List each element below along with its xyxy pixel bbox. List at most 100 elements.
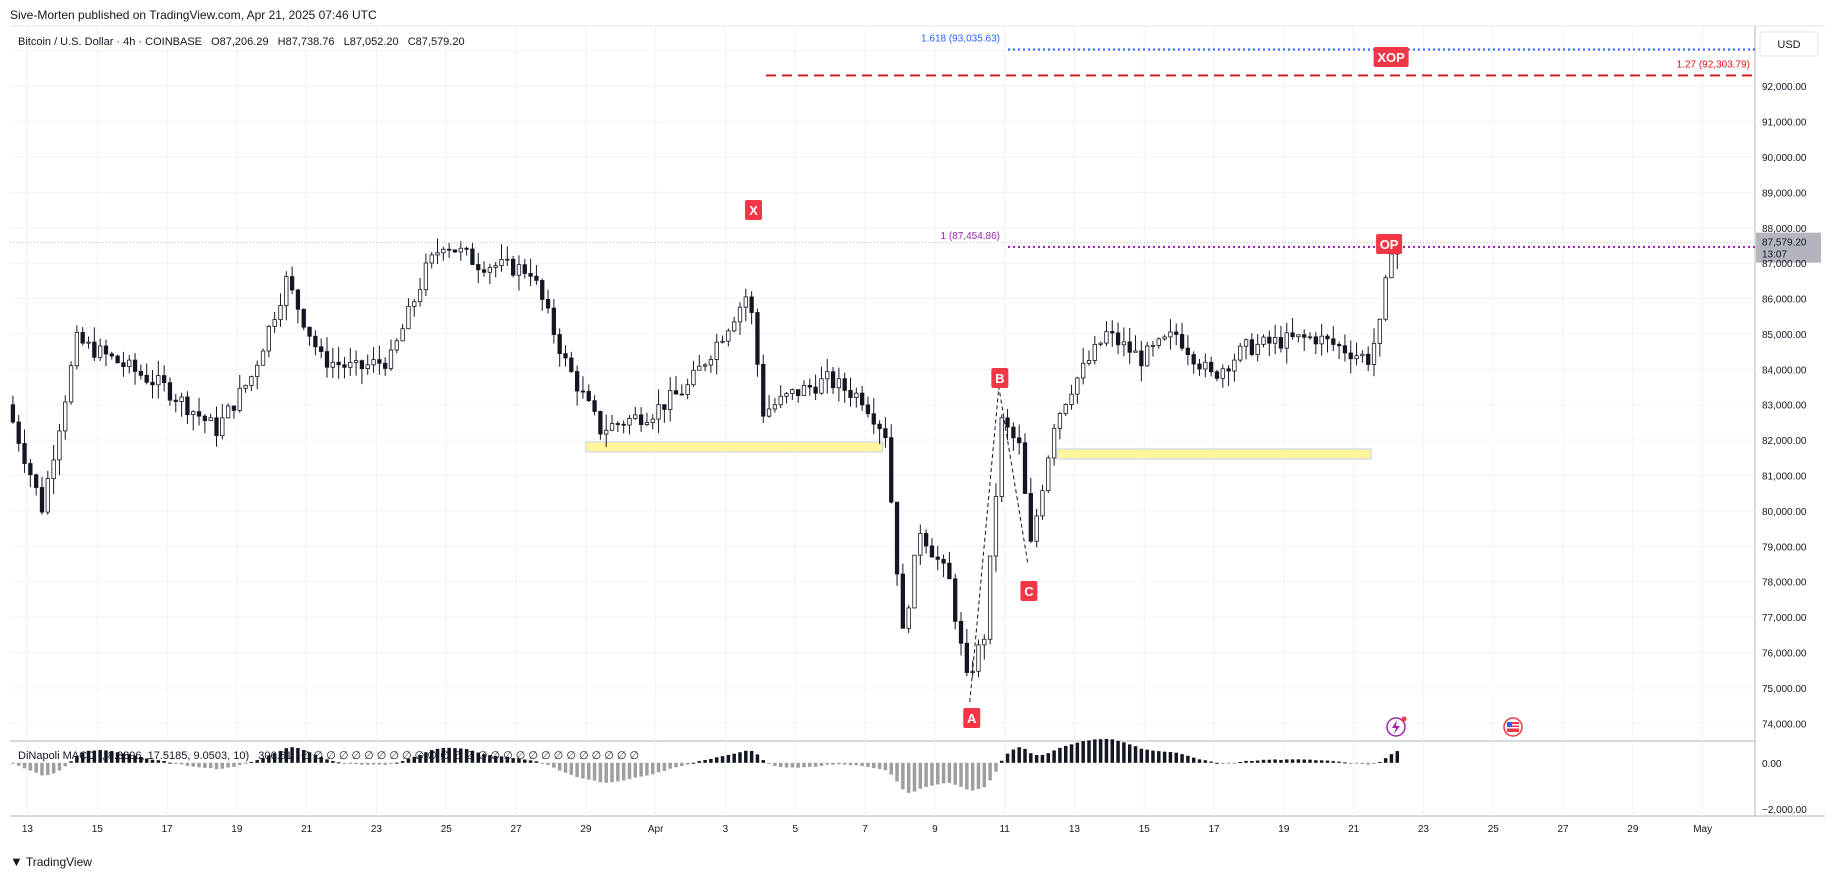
macd-bar bbox=[924, 762, 928, 787]
candle-up bbox=[1040, 490, 1045, 517]
macd-bar bbox=[360, 762, 364, 765]
price-tick-label: 88,000.00 bbox=[1762, 224, 1807, 235]
candle-down bbox=[534, 275, 539, 281]
time-tick-label: 13 bbox=[22, 824, 34, 835]
candle-up bbox=[743, 296, 748, 308]
symbol-legend[interactable]: Bitcoin / U.S. Dollar · 4h · COINBASE O8… bbox=[18, 36, 465, 48]
macd-bar bbox=[1273, 759, 1277, 763]
candle-down bbox=[598, 411, 603, 435]
macd-bar bbox=[185, 762, 190, 766]
candle-down bbox=[383, 362, 388, 369]
macd-bar bbox=[348, 762, 353, 764]
time-tick-label: 23 bbox=[371, 824, 383, 835]
macd-bar bbox=[1267, 759, 1272, 763]
macd-bar bbox=[150, 759, 155, 763]
time-tick-label: 17 bbox=[1208, 824, 1220, 835]
macd-bar bbox=[1157, 751, 1161, 763]
macd-bar bbox=[1029, 753, 1033, 763]
point-x-badge bbox=[745, 200, 763, 220]
candle-down bbox=[289, 276, 295, 291]
candle-down bbox=[1342, 345, 1348, 354]
candle-down bbox=[295, 289, 301, 310]
candle-down bbox=[144, 374, 149, 383]
us-flag-event-icon[interactable] bbox=[1503, 717, 1523, 737]
last-price-countdown: 13:07 bbox=[1762, 250, 1787, 261]
macd-bar bbox=[552, 762, 556, 768]
price-tick-label: 79,000.00 bbox=[1762, 542, 1807, 553]
candle-up bbox=[987, 555, 993, 640]
macd-bar bbox=[1186, 755, 1190, 763]
price-tick-label: 87,000.00 bbox=[1762, 259, 1807, 270]
macd-bar bbox=[941, 762, 946, 784]
macd-bar bbox=[1011, 749, 1016, 763]
point-c-badge bbox=[1020, 581, 1038, 601]
macd-bar bbox=[174, 762, 178, 764]
macd-bar bbox=[354, 762, 358, 765]
candle-down bbox=[1214, 371, 1220, 379]
candle-down bbox=[1115, 332, 1121, 346]
macd-bar bbox=[301, 750, 306, 763]
point-c-label: C bbox=[1024, 584, 1034, 599]
macd-bar bbox=[1232, 762, 1237, 764]
price-tick-label: 76,000.00 bbox=[1762, 649, 1807, 660]
macd-tick-label: −2,000.00 bbox=[1762, 805, 1807, 816]
candle-up bbox=[650, 418, 655, 423]
macd-legend[interactable]: DiNapoli MACD (, 8.3896, 17.5185, 9.0503… bbox=[18, 750, 639, 762]
candle-up bbox=[423, 262, 429, 291]
macd-bar bbox=[1145, 749, 1149, 763]
candle-down bbox=[842, 378, 847, 391]
footer-brand[interactable]: ▼ TradingView bbox=[10, 854, 92, 869]
candle-up bbox=[627, 418, 632, 426]
candle-down bbox=[755, 312, 760, 365]
candle-up bbox=[388, 349, 394, 369]
macd-bar bbox=[965, 762, 969, 790]
candle-down bbox=[859, 392, 865, 406]
macd-bar bbox=[720, 756, 725, 763]
macd-bar bbox=[540, 762, 544, 764]
macd-bar bbox=[1168, 752, 1173, 763]
macd-bar bbox=[441, 747, 446, 763]
candle-up bbox=[697, 365, 702, 371]
candle-down bbox=[953, 578, 958, 622]
candle-up bbox=[819, 378, 824, 394]
macd-bar bbox=[906, 762, 911, 793]
candle-up bbox=[191, 411, 196, 416]
candle-up bbox=[1307, 336, 1313, 339]
macd-bar bbox=[214, 762, 219, 770]
macd-bar bbox=[168, 762, 172, 764]
macd-bar bbox=[267, 755, 271, 763]
candle-down bbox=[103, 345, 109, 355]
candle-down bbox=[569, 357, 574, 372]
macd-bar bbox=[1174, 752, 1178, 763]
candle-up bbox=[225, 405, 231, 419]
macd-bar bbox=[1069, 744, 1074, 763]
macd-bar bbox=[290, 747, 294, 763]
candle-up bbox=[1162, 336, 1167, 340]
price-tick-label: 83,000.00 bbox=[1762, 401, 1807, 412]
macd-bar bbox=[11, 762, 15, 764]
candle-up bbox=[127, 359, 132, 367]
macd-bar bbox=[127, 754, 131, 763]
macd-bar bbox=[1203, 760, 1208, 763]
currency-button[interactable] bbox=[1759, 31, 1819, 57]
macd-bar bbox=[616, 762, 620, 782]
point-a-badge bbox=[963, 708, 981, 728]
macd-bar bbox=[901, 762, 905, 790]
macd-bar bbox=[930, 762, 934, 786]
candle-down bbox=[673, 390, 679, 395]
macd-bar bbox=[1389, 754, 1394, 763]
macd-bar bbox=[1075, 742, 1080, 763]
lightning-event-icon[interactable] bbox=[1386, 716, 1407, 737]
candles bbox=[10, 238, 1400, 678]
candle-down bbox=[324, 351, 330, 368]
candle-down bbox=[941, 558, 946, 564]
macd-bar bbox=[493, 756, 498, 763]
candle-down bbox=[1331, 338, 1336, 345]
candle-down bbox=[464, 247, 469, 250]
macd-bar bbox=[714, 757, 719, 763]
price-tick-label: 86,000.00 bbox=[1762, 295, 1807, 306]
candle-up bbox=[400, 328, 405, 342]
time-tick-label: 29 bbox=[1627, 824, 1639, 835]
macd-bar bbox=[110, 751, 114, 763]
